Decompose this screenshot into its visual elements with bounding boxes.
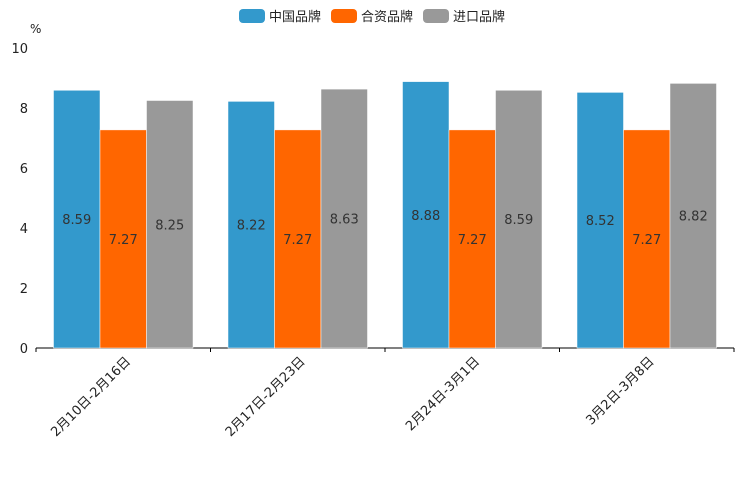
bar-value-label: 8.59 bbox=[504, 213, 533, 228]
bar bbox=[576, 92, 624, 349]
legend-item-jv-brand[interactable]: 合资品牌 bbox=[330, 6, 413, 25]
x-tick-label: 2月10日-2月16日 bbox=[48, 354, 134, 440]
bar bbox=[274, 129, 322, 349]
bar-value-label: 8.59 bbox=[62, 213, 91, 228]
bar-value-label: 7.27 bbox=[632, 233, 661, 248]
legend-item-china-brand[interactable]: 中国品牌 bbox=[238, 6, 321, 25]
legend-swatch-import-brand bbox=[423, 8, 449, 23]
bar-value-label: 7.27 bbox=[458, 233, 487, 248]
bar-value-label: 8.63 bbox=[330, 213, 359, 228]
x-tick-label: 2月17日-2月23日 bbox=[223, 354, 309, 440]
bar-value-label: 8.25 bbox=[155, 218, 184, 233]
legend-swatch-jv-brand bbox=[330, 8, 357, 23]
y-tick-label: 4 bbox=[20, 222, 28, 237]
y-tick-label: 2 bbox=[20, 282, 28, 297]
bar-value-label: 8.82 bbox=[679, 210, 708, 225]
bar bbox=[669, 83, 717, 349]
legend-label-china-brand: 中国品牌 bbox=[268, 10, 321, 25]
y-tick-label: 10 bbox=[11, 42, 28, 57]
x-tick-label: 3月2日-3月8日 bbox=[583, 354, 657, 428]
legend-swatch-china-brand bbox=[238, 8, 265, 23]
y-tick-label: 0 bbox=[20, 342, 28, 357]
legend-label-import-brand: 进口品牌 bbox=[453, 10, 506, 25]
bar bbox=[227, 101, 275, 349]
y-tick-label: 8 bbox=[20, 102, 28, 117]
bar bbox=[402, 81, 450, 349]
chart-legend: 中国品牌 合资品牌 进口品牌 bbox=[0, 6, 744, 25]
bar bbox=[623, 129, 671, 349]
legend-item-import-brand[interactable]: 进口品牌 bbox=[423, 6, 505, 25]
y-tick-label: 6 bbox=[20, 162, 28, 177]
bar bbox=[99, 129, 147, 349]
bar bbox=[320, 88, 368, 349]
x-tick-label: 2月24日-3月1日 bbox=[403, 354, 483, 434]
bar bbox=[53, 90, 101, 349]
bar bbox=[146, 100, 194, 349]
bar bbox=[495, 90, 543, 349]
bar-value-label: 8.88 bbox=[411, 209, 440, 224]
bar-value-label: 8.52 bbox=[586, 214, 615, 229]
bar-value-label: 7.27 bbox=[283, 233, 312, 248]
bar-value-label: 7.27 bbox=[109, 233, 138, 248]
legend-label-jv-brand: 合资品牌 bbox=[360, 10, 413, 25]
y-axis-unit-label: % bbox=[30, 22, 41, 36]
bar bbox=[448, 129, 496, 349]
bar-value-label: 8.22 bbox=[237, 219, 266, 234]
